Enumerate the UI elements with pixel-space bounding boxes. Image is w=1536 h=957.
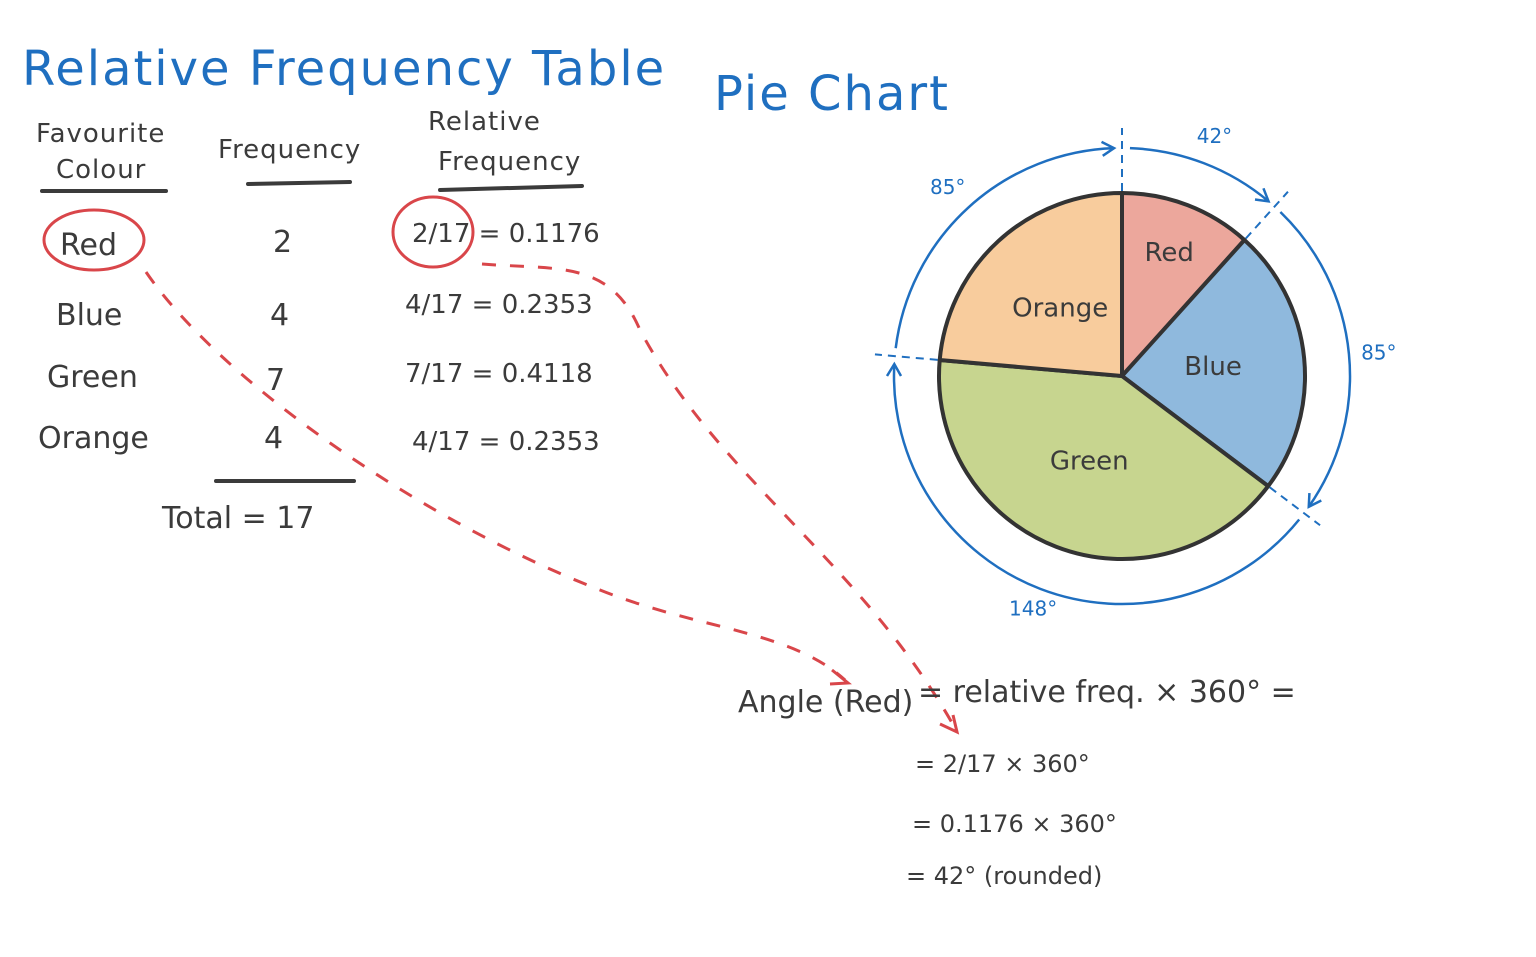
colour-cell: Red <box>60 228 117 263</box>
dashed-arrow-fraction <box>481 262 957 729</box>
calc-formula: = relative freq. × 360° = <box>918 675 1296 710</box>
angle-arc <box>894 146 1115 349</box>
angle-arc <box>892 364 1301 606</box>
relative-cell: 7/17 = 0.4118 <box>405 359 593 389</box>
header-favourite: Favourite <box>36 119 165 149</box>
boundary-line <box>1245 191 1289 240</box>
calc-step-decimal: = 0.1176 × 360° <box>912 810 1117 838</box>
table-row: Red 2 2/17 = 0.1176 <box>60 219 600 263</box>
header-underline <box>246 180 352 186</box>
angle-label: 148° <box>1009 597 1057 621</box>
frequency-cell: 7 <box>266 363 285 398</box>
boundary-line <box>874 353 938 361</box>
header-relative-frequency: Frequency <box>438 147 581 177</box>
dashed-arrow-colour <box>144 271 847 682</box>
angle-label: 42° <box>1197 124 1232 148</box>
boundary-line <box>1269 486 1321 527</box>
table-row: Blue 4 4/17 = 0.2353 <box>56 290 593 333</box>
colour-cell: Blue <box>56 298 122 333</box>
angle-arc <box>1279 211 1352 508</box>
pie-slice-blue <box>1120 238 1307 489</box>
arrowhead-icon <box>1100 140 1117 157</box>
pie-slice-red <box>1120 191 1247 378</box>
angle-arc <box>1129 146 1270 203</box>
header-relative: Relative <box>428 107 541 137</box>
slice-label: Red <box>1145 238 1194 268</box>
angle-label: 85° <box>1361 340 1396 364</box>
angle-label: 85° <box>930 175 965 199</box>
relative-cell: 2/17 = 0.1176 <box>412 219 600 249</box>
arrowhead-icon <box>939 714 960 735</box>
frequency-cell: 4 <box>264 421 283 456</box>
table-row: Green 7 7/17 = 0.4118 <box>47 359 593 398</box>
slice-label: Blue <box>1184 352 1242 382</box>
slice-label: Orange <box>1012 294 1108 324</box>
highlight-circle-red <box>42 208 146 272</box>
arrowhead-icon <box>829 668 852 686</box>
relative-cell: 4/17 = 0.2353 <box>405 290 593 320</box>
highlight-circle-fraction <box>391 195 475 269</box>
arrowhead-icon <box>1307 493 1322 509</box>
frequency-cell: 4 <box>270 298 289 333</box>
header-underline <box>438 184 584 192</box>
colour-cell: Green <box>47 360 138 395</box>
calc-result: = 42° (rounded) <box>906 862 1102 890</box>
pie-title: Pie Chart <box>714 66 950 122</box>
colour-cell: Orange <box>38 421 149 456</box>
header-colour: Colour <box>56 155 146 185</box>
total: Total = 17 <box>161 501 314 536</box>
frequency-cell: 2 <box>273 225 292 260</box>
pie-chart: Red 42° Blue 85° Green 148° Orange 85° <box>874 124 1397 621</box>
table-title: Relative Frequency Table <box>22 41 666 97</box>
calc-step-fraction: = 2/17 × 360° <box>915 750 1090 778</box>
arrowhead-icon <box>885 361 903 377</box>
slice-label: Green <box>1050 446 1129 476</box>
table-row: Orange 4 4/17 = 0.2353 <box>38 421 600 457</box>
arrowhead-icon <box>1254 187 1271 203</box>
header-frequency: Frequency <box>218 135 361 165</box>
pie-slice-orange <box>937 191 1124 378</box>
calc-angle-red: Angle (Red) <box>738 685 913 720</box>
pie-slice-green <box>937 358 1271 561</box>
relative-cell: 4/17 = 0.2353 <box>412 427 600 457</box>
